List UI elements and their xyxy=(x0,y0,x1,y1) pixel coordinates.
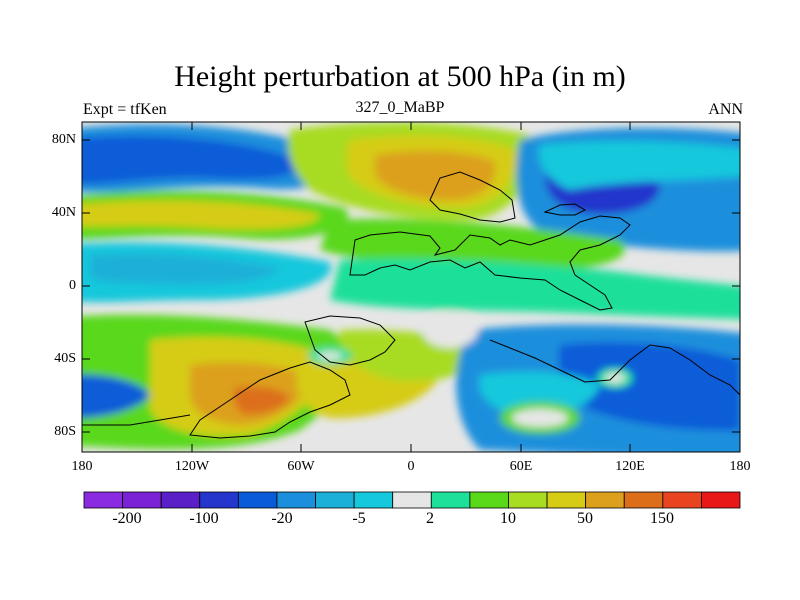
x-label-120e: 120E xyxy=(615,459,645,474)
plot-title: Height perturbation at 500 hPa (in m) xyxy=(174,60,626,93)
colorbar-swatch-15 xyxy=(662,491,702,509)
contour-mint-equator xyxy=(330,258,740,320)
y-axis-ticks xyxy=(82,139,740,433)
y-label-40s: 40S xyxy=(54,351,76,366)
colorbar-label-150: 150 xyxy=(650,510,674,527)
colorbar-swatch-14 xyxy=(623,491,664,509)
colorbar-swatch-3 xyxy=(199,491,239,509)
contour-gray-ring-central xyxy=(318,352,342,360)
contour-gray-patch-south-central xyxy=(422,312,478,348)
coastline-north-small xyxy=(543,203,587,216)
contour-field xyxy=(82,122,740,452)
colorbar-label-neg5: -5 xyxy=(352,510,366,527)
x-axis-ticks xyxy=(81,122,741,452)
x-label-60e: 60E xyxy=(509,459,533,474)
colorbar-swatch-8 xyxy=(392,491,432,509)
contour-yellow-band-40n xyxy=(82,200,320,230)
colorbar-swatch-13 xyxy=(585,491,625,509)
coastline-southern-edge xyxy=(82,414,191,426)
contour-darkblue-south-east xyxy=(558,342,740,431)
colorbar xyxy=(83,491,741,509)
colorbar-swatch-12 xyxy=(546,491,587,509)
x-label-180-left: 180 xyxy=(71,459,93,474)
y-label-80s: 80S xyxy=(54,424,76,439)
contour-cyan-south-east xyxy=(479,371,600,417)
x-label-60w: 60W xyxy=(287,459,315,474)
contour-cyan-north-east xyxy=(538,140,740,190)
x-label-180-right: 180 xyxy=(729,459,751,474)
case-label: 327_0_MaBP xyxy=(355,99,445,116)
coastline-south-central xyxy=(304,315,396,366)
colorbar-label-neg200: -200 xyxy=(112,510,142,527)
colorbar-swatch-5 xyxy=(276,491,316,509)
colorbar-swatch-6 xyxy=(315,491,355,509)
colorbar-swatch-7 xyxy=(353,491,394,509)
colorbar-label-neg20: -20 xyxy=(271,510,293,527)
colorbar-label-2: 2 xyxy=(426,510,434,527)
contour-blue-lowlat xyxy=(90,253,280,285)
colorbar-swatch-1 xyxy=(122,491,162,509)
contour-gray-south-east-high xyxy=(512,409,568,427)
y-label-0: 0 xyxy=(69,278,76,293)
coastline-south-east-block xyxy=(489,339,740,396)
colorbar-swatch-16 xyxy=(701,491,741,509)
colorbar-swatch-2 xyxy=(160,491,201,509)
colorbar-label-neg100: -100 xyxy=(189,510,219,527)
coastline-north-continent xyxy=(349,215,631,311)
season-label: ANN xyxy=(708,101,743,118)
colorbar-label-10: 10 xyxy=(500,510,516,527)
coastline-south-west-block xyxy=(189,361,351,439)
colorbar-swatch-4 xyxy=(237,491,278,509)
y-label-80n: 80N xyxy=(51,132,76,147)
x-label-0: 0 xyxy=(407,459,415,474)
colorbar-swatch-9 xyxy=(430,491,471,509)
coastlines xyxy=(82,171,740,439)
contour-orange-north-central xyxy=(375,150,496,200)
x-label-120w: 120W xyxy=(174,459,210,474)
colorbar-label-50: 50 xyxy=(577,510,593,527)
coastline-north-block xyxy=(429,171,516,223)
contour-blue-south-far-west xyxy=(82,374,150,418)
colorbar-swatch-10 xyxy=(469,491,509,509)
contour-darkorange-south-west xyxy=(233,386,290,415)
y-label-40n: 40N xyxy=(51,205,76,220)
experiment-label: Expt = tfKen xyxy=(83,101,167,118)
colorbar-swatch-0 xyxy=(83,491,123,509)
colorbar-swatch-11 xyxy=(508,491,548,509)
contour-darkblue-north-west xyxy=(82,135,302,184)
